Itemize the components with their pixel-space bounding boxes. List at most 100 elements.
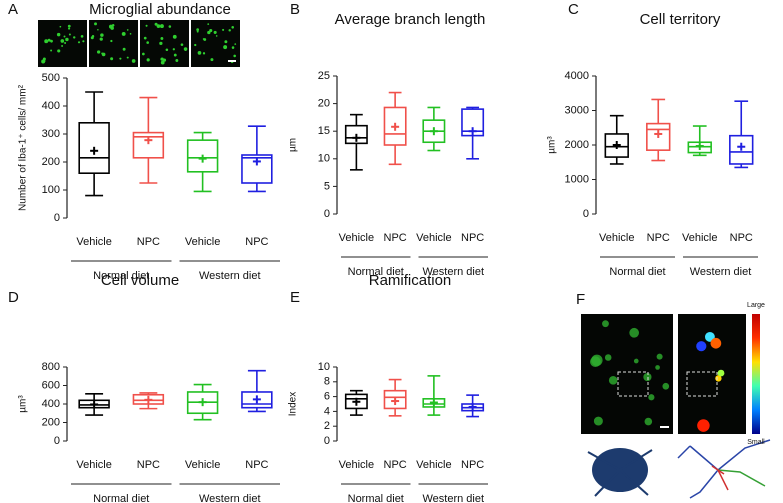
x-tick-label: Vehicle	[185, 459, 220, 471]
y-tick-label: 25	[318, 70, 330, 82]
group-label: Normal diet	[93, 270, 149, 282]
mean-marker	[252, 395, 261, 404]
cell-dot	[142, 52, 145, 56]
cell-dot	[65, 37, 69, 42]
cell-dot	[197, 51, 202, 55]
x-tick-label: Vehicle	[599, 232, 634, 244]
cell-dot	[67, 24, 71, 28]
cell-dot	[656, 353, 663, 360]
cell-dot	[160, 60, 165, 65]
mean-marker	[144, 136, 153, 145]
y-tick-label: 0	[324, 435, 330, 447]
y-tick-label: 5	[324, 180, 330, 192]
y-tick-label: 4000	[565, 70, 589, 82]
cell-dot	[68, 33, 71, 36]
y-tick-label: 800	[42, 361, 60, 373]
cell-dot	[172, 48, 175, 51]
mean-marker	[90, 146, 99, 155]
mean-marker	[654, 129, 663, 138]
x-tick-label: Vehicle	[76, 236, 111, 248]
cell-dot	[165, 48, 169, 52]
x-tick-label: NPC	[384, 232, 407, 244]
micrograph-strip	[38, 20, 240, 67]
cell-dot	[207, 30, 211, 35]
mean-marker	[468, 127, 477, 136]
cell-dot	[662, 382, 670, 390]
cell-dot	[111, 24, 115, 27]
panel-letter: B	[290, 1, 300, 18]
cell-dot	[608, 376, 618, 385]
y-tick-label: 0	[324, 208, 330, 220]
panel-letter: E	[290, 289, 300, 306]
cell-dot	[129, 33, 132, 35]
cell-dot	[43, 59, 46, 63]
y-tick-label: 600	[42, 379, 60, 391]
cell-dot	[228, 29, 231, 32]
mean-marker	[468, 402, 477, 411]
cell-dot	[648, 394, 655, 401]
cell-dot	[213, 30, 217, 34]
cell-dot	[159, 24, 164, 29]
chart-title: Cell territory	[640, 11, 721, 28]
cell-dot	[207, 23, 210, 26]
cell-dot	[710, 337, 722, 349]
y-tick-label: 100	[42, 184, 60, 196]
mean-marker	[429, 127, 438, 136]
y-axis-label: µm³	[18, 395, 29, 413]
x-tick-label: Vehicle	[682, 232, 717, 244]
x-tick-label: NPC	[730, 232, 753, 244]
x-tick-label: NPC	[137, 459, 160, 471]
y-tick-label: 15	[318, 125, 330, 137]
cell-dot	[44, 39, 49, 44]
cell-dot	[643, 372, 652, 382]
x-tick-label: Vehicle	[416, 459, 451, 471]
y-tick-label: 400	[42, 398, 60, 410]
group-label: Normal diet	[609, 266, 665, 278]
cell-dot	[644, 417, 653, 426]
cell-dot	[196, 28, 200, 32]
cell-dot	[64, 41, 67, 44]
cell-dot	[591, 354, 603, 367]
cell-dot	[56, 32, 61, 37]
box	[241, 154, 273, 184]
mean-marker	[391, 122, 400, 131]
cell-dot	[122, 47, 126, 51]
y-tick-label: 4	[324, 405, 330, 417]
y-tick-label: 0	[54, 435, 60, 447]
cell-dot	[173, 53, 177, 57]
box	[383, 389, 407, 410]
cell-dot	[160, 57, 164, 61]
x-tick-label: Vehicle	[185, 236, 220, 248]
cell-dot	[110, 57, 114, 61]
panel-letter: D	[8, 289, 19, 306]
group-label: Western diet	[199, 493, 261, 503]
y-tick-label: 20	[318, 98, 330, 110]
cell-dot	[223, 45, 228, 50]
cell-dot	[68, 27, 71, 30]
chart-title: Ramification	[369, 272, 452, 289]
cell-dot	[126, 29, 129, 31]
cell-dot	[215, 35, 218, 37]
x-tick-label: NPC	[245, 459, 268, 471]
mean-marker	[429, 398, 438, 407]
group-label: Normal diet	[93, 493, 149, 503]
cell-dot	[110, 26, 114, 30]
cell-dot	[57, 49, 61, 53]
group-label: Normal diet	[348, 493, 404, 503]
mean-marker	[90, 400, 99, 409]
cell-dot	[233, 54, 236, 58]
cell-dot	[101, 52, 106, 57]
x-tick-label: Vehicle	[339, 232, 374, 244]
cell-dot	[77, 41, 81, 44]
cell-dot	[50, 49, 53, 52]
cell-dot	[210, 58, 214, 62]
cell-dot	[168, 25, 172, 28]
cell-dot	[160, 37, 164, 40]
cell-dot	[143, 36, 147, 40]
panel-letter: F	[576, 291, 585, 308]
y-tick-label: 6	[324, 391, 330, 403]
cell-dot	[59, 25, 62, 28]
cell-dot	[119, 57, 122, 60]
x-tick-label: NPC	[245, 236, 268, 248]
